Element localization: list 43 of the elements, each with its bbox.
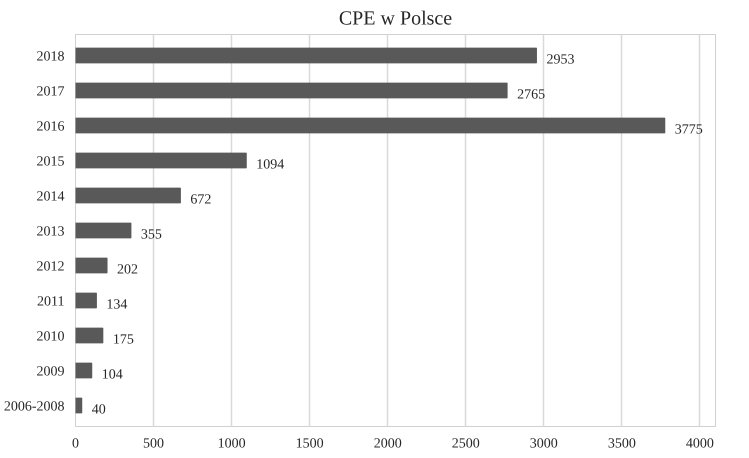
bar: [76, 82, 508, 98]
x-tick-label: 500: [143, 436, 164, 452]
data-label: 3775: [674, 122, 703, 138]
data-label: 104: [102, 368, 123, 382]
y-tick-label: 2016: [36, 120, 64, 134]
bar: [76, 48, 537, 64]
data-label: 1094: [256, 158, 284, 172]
bar: [76, 188, 181, 204]
data-label: 2953: [546, 52, 574, 68]
bar: [76, 292, 97, 308]
y-tick-label: 2012: [36, 260, 64, 274]
bar: [76, 152, 247, 168]
data-label: 2765: [517, 88, 546, 102]
data-label: 40: [92, 402, 106, 418]
y-tick-label: 2015: [36, 154, 64, 170]
x-tick-label: 0: [72, 436, 79, 452]
x-tick-label: 3000: [530, 436, 558, 452]
chart-title: CPE w Polsce: [338, 8, 452, 30]
bar: [76, 328, 104, 344]
data-label: 175: [112, 332, 134, 348]
data-label: 134: [106, 298, 128, 312]
bar: [76, 398, 82, 414]
bar: [76, 222, 132, 238]
x-tick-label: 2000: [374, 436, 402, 452]
bar: [76, 362, 92, 378]
x-tick-label: 4000: [686, 436, 714, 452]
data-label: 672: [190, 192, 212, 208]
y-tick-label: 2009: [36, 364, 64, 380]
x-tick-label: 2500: [452, 436, 480, 452]
x-tick-label: 3500: [608, 436, 636, 452]
x-tick-label: 1000: [218, 436, 246, 452]
y-tick-label: 2006-2008: [4, 400, 65, 414]
y-tick-label: 2013: [36, 224, 64, 240]
y-tick-label: 2014: [36, 190, 64, 204]
y-tick-label: 2010: [36, 330, 64, 344]
data-label: 355: [140, 228, 162, 242]
y-tick-label: 2011: [37, 294, 65, 310]
bar: [76, 258, 108, 274]
x-tick-label: 1500: [296, 436, 324, 452]
y-tick-label: 2017: [36, 84, 64, 100]
bar: [76, 118, 666, 134]
y-tick-label: 2018: [36, 50, 64, 64]
data-label: 202: [117, 262, 138, 278]
